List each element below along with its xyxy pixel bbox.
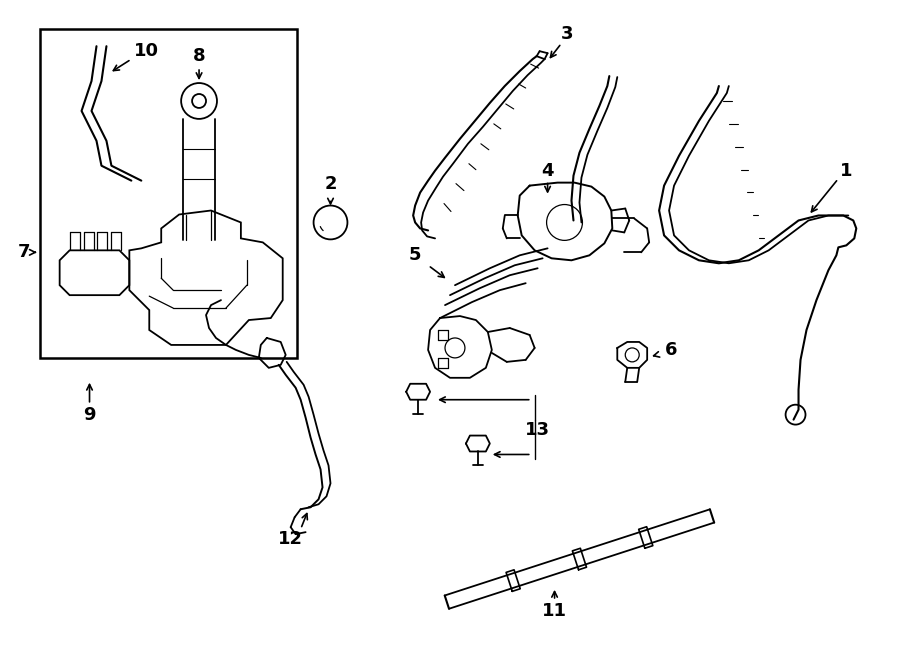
Text: 9: 9 [84,406,95,424]
Text: 7: 7 [17,243,30,261]
Bar [40,29,297,358]
Text: 10: 10 [134,42,158,60]
Text: 5: 5 [409,247,421,264]
Text: 1: 1 [840,162,852,180]
Text: 3: 3 [562,25,574,43]
Text: 11: 11 [542,602,567,620]
Text: 13: 13 [525,420,550,439]
Text: 4: 4 [541,162,554,180]
Text: 2: 2 [324,175,337,192]
Text: 12: 12 [278,530,303,548]
Text: 8: 8 [193,47,205,65]
Text: 6: 6 [665,341,678,359]
